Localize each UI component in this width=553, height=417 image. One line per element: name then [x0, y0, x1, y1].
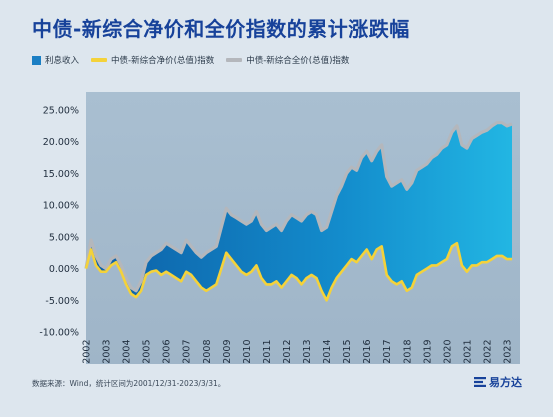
legend-label-full-price: 中债-新综合全价(总值)指数	[246, 56, 350, 66]
x-tick-label: 2019	[422, 340, 433, 364]
x-tick-label: 2006	[162, 340, 173, 364]
x-tick-label: 2003	[102, 340, 113, 364]
chart-title: 中债-新综合净价和全价指数的累计涨跌幅	[32, 17, 410, 41]
x-tick-label: 2011	[262, 340, 273, 364]
x-tick-label: 2009	[222, 340, 233, 364]
x-tick-label: 2010	[242, 340, 253, 364]
x-tick-label: 2017	[382, 340, 393, 364]
chart-legend: 利息收入 中债-新综合净价(总值)指数 中债-新综合全价(总值)指数	[32, 54, 349, 66]
net-price-index-line	[84, 241, 512, 302]
y-tick-label: 20.00%	[43, 137, 79, 148]
x-tick-label: 2020	[442, 340, 453, 364]
legend-item-full-price: 中债-新综合全价(总值)指数	[226, 54, 349, 66]
y-tick-label: -10.00%	[39, 328, 79, 339]
x-tick-label: 2014	[322, 340, 333, 364]
x-tick-label: 2013	[302, 340, 313, 364]
interest-income-area	[86, 122, 512, 301]
x-tick-label: 2023	[502, 340, 513, 364]
y-tick-label: 5.00%	[49, 232, 79, 243]
legend-swatch-full-price	[226, 58, 243, 62]
x-tick-label: 2018	[402, 340, 413, 364]
brand-logo-text: 易方达	[489, 376, 522, 389]
legend-swatch-interest	[32, 55, 41, 65]
legend-swatch-net-price	[91, 58, 108, 62]
y-tick-label: 15.00%	[43, 169, 79, 180]
x-tick-label: 2015	[342, 340, 353, 364]
x-tick-label: 2002	[82, 340, 93, 364]
x-tick-label: 2007	[182, 340, 193, 364]
y-tick-label: -5.00%	[45, 296, 79, 307]
brand-logo-icon	[474, 377, 486, 387]
y-tick-label: 0.00%	[49, 264, 79, 275]
legend-label-net-price: 中债-新综合净价(总值)指数	[111, 56, 215, 66]
x-tick-label: 2012	[282, 340, 293, 364]
x-tick-label: 2016	[362, 340, 373, 364]
x-tick-label: 2021	[462, 340, 473, 364]
full-price-index-line	[84, 121, 513, 293]
x-tick-label: 2005	[142, 340, 153, 364]
y-tick-label: 10.00%	[43, 201, 79, 212]
source-note: 数据来源：Wind，统计区间为2001/12/31-2023/3/31。	[32, 379, 226, 388]
x-tick-label: 2008	[202, 340, 213, 364]
x-tick-label: 2004	[122, 340, 133, 364]
y-tick-label: 25.00%	[43, 106, 79, 117]
legend-label-interest: 利息收入	[45, 56, 80, 66]
x-tick-label: 2022	[482, 340, 493, 364]
legend-item-interest: 利息收入	[32, 54, 79, 66]
legend-item-net-price: 中债-新综合净价(总值)指数	[91, 54, 214, 66]
brand-logo: 易方达	[474, 374, 522, 390]
